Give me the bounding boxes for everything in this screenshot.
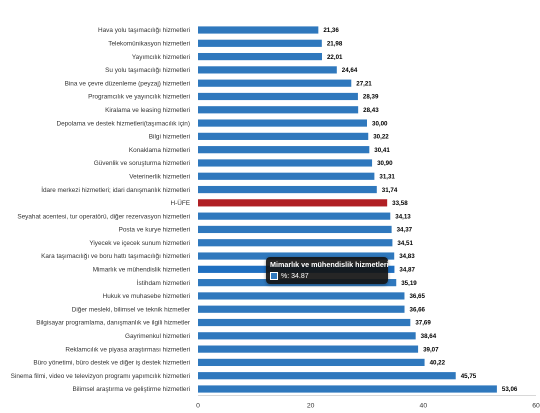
- data-label: 21,36: [323, 27, 339, 34]
- bar[interactable]: [198, 39, 322, 47]
- bar[interactable]: [198, 212, 391, 220]
- data-label: 36,66: [410, 306, 426, 313]
- category-label: Bilimsel araştırma ve geliştirme hizmetl…: [72, 386, 190, 393]
- data-label: 30,90: [377, 160, 393, 167]
- data-label: 45,75: [461, 373, 477, 380]
- bar[interactable]: [198, 92, 358, 101]
- data-label: 38,64: [421, 333, 437, 340]
- data-label: 33,58: [392, 200, 408, 207]
- category-label: Kiralama ve leasing hizmetleri: [105, 107, 190, 114]
- data-label: 35,19: [401, 280, 417, 287]
- bar[interactable]: [198, 79, 352, 87]
- data-label: 28,43: [363, 107, 379, 114]
- bar[interactable]: [198, 345, 419, 353]
- value-labels: 21,36 21,98 22,01 24,64 27,21 28,39 28,43 30,00…: [323, 27, 518, 393]
- tooltip-title: Mimarlık ve mühendislik hizmetleri: [270, 260, 389, 269]
- x-tick-label: 0: [196, 403, 200, 410]
- data-label: 39,07: [423, 346, 439, 353]
- data-label: 31,31: [379, 173, 395, 180]
- bar[interactable]: [198, 185, 377, 194]
- data-label: 24,64: [342, 67, 358, 74]
- category-label: Kara taşımacılığı ve boru hattı taşımacı…: [41, 253, 190, 260]
- tooltip-row: %: 34.87: [270, 272, 309, 280]
- category-label: İstihdam hizmetleri: [137, 278, 190, 287]
- bar[interactable]: [198, 225, 392, 234]
- category-label: Hukuk ve muhasebe hizmetleri: [103, 293, 190, 300]
- data-label: 34,83: [399, 253, 415, 260]
- data-label: 22,01: [327, 54, 343, 61]
- bar[interactable]: [198, 239, 393, 247]
- category-label: Seyahat acentesi, tur operatörü, diğer r…: [17, 213, 190, 220]
- data-label: 34,51: [397, 240, 413, 247]
- category-label: Bina ve çevre düzenleme (peyzaj) hizmetl…: [65, 80, 190, 87]
- bar[interactable]: [198, 358, 425, 367]
- data-label: 40,22: [430, 360, 446, 367]
- tooltip-value: %: 34.87: [281, 272, 309, 280]
- data-label: 53,06: [502, 386, 518, 393]
- category-label: Konaklama hizmetleri: [129, 147, 190, 154]
- x-axis-ticks: 0 20 40 60: [196, 403, 540, 410]
- x-tick-label: 20: [307, 403, 315, 410]
- category-label: Yiyecek ve içecek sunum hizmetleri: [89, 240, 190, 247]
- bar[interactable]: [198, 106, 359, 114]
- data-label: 37,69: [415, 320, 431, 327]
- bar[interactable]: [198, 132, 369, 140]
- bar[interactable]: [198, 146, 370, 154]
- category-label: Güvenlik ve soruşturma hizmetleri: [94, 160, 190, 167]
- bar[interactable]: [198, 172, 375, 180]
- bar[interactable]: [198, 305, 405, 313]
- bar[interactable]: [198, 385, 497, 393]
- data-label: 27,21: [356, 80, 372, 87]
- category-labels: Hava yolu taşımacılığı hizmetleri Telekom…: [11, 27, 191, 393]
- category-label: Gayrimenkul hizmetleri: [125, 333, 190, 340]
- bar[interactable]: [198, 159, 373, 167]
- bar[interactable]: [198, 332, 416, 340]
- data-label: 34,87: [399, 267, 415, 274]
- category-label: Sinema filmi, video ve televizyon progra…: [11, 373, 190, 380]
- data-label: 34,37: [397, 227, 413, 234]
- bar[interactable]: [198, 52, 322, 61]
- category-label: Programcılık ve yayıncılık hizmetleri: [88, 94, 190, 101]
- category-label: Reklamcılık ve piyasa araştırması hizmet…: [65, 346, 190, 353]
- bars-group: [198, 26, 497, 393]
- tooltip-swatch: [270, 272, 278, 280]
- category-label: Depolama ve destek hizmetleri(taşımacılı…: [56, 120, 190, 127]
- bar[interactable]: [198, 66, 337, 74]
- data-label: 30,22: [373, 134, 389, 141]
- data-label: 28,39: [363, 94, 379, 101]
- data-label: 31,74: [382, 187, 398, 194]
- category-label: Mimarlık ve mühendislik hizmetleri: [93, 267, 190, 274]
- category-label: İdare merkezi hizmetleri; idari danışman…: [41, 185, 190, 194]
- bar[interactable]: [198, 26, 319, 34]
- data-label: 30,41: [374, 147, 390, 154]
- category-label: Hava yolu taşımacılığı hizmetleri: [98, 27, 190, 34]
- data-label: 36,65: [409, 293, 425, 300]
- data-label: 30,00: [372, 120, 388, 127]
- category-label: Büro yönetimi, büro destek ve diğer iş d…: [33, 360, 190, 367]
- bar[interactable]: [198, 252, 395, 260]
- category-label: Diğer mesleki, bilimsel ve teknik hizmet…: [72, 306, 191, 313]
- bar[interactable]: [198, 318, 411, 327]
- bar[interactable]: [198, 119, 367, 127]
- bar[interactable]: [198, 199, 388, 207]
- bar[interactable]: [198, 372, 456, 380]
- data-label: 21,98: [327, 41, 343, 48]
- category-label: Veterinerlik hizmetleri: [129, 173, 190, 180]
- tooltip: Mimarlık ve mühendislik hizmetleri %: 34…: [266, 257, 389, 284]
- bar[interactable]: [198, 292, 405, 300]
- x-tick-label: 40: [420, 403, 428, 410]
- category-label: Bilgi hizmetleri: [149, 134, 190, 141]
- category-label: Bilgisayar programlama, danışmanlık ve i…: [36, 320, 191, 327]
- data-label: 34,13: [395, 213, 411, 220]
- category-label: Telekomünikasyon hizmetleri: [108, 41, 190, 48]
- category-label: H-ÜFE: [170, 199, 190, 207]
- category-label: Posta ve kurye hizmetleri: [119, 227, 190, 234]
- category-label: Su yolu taşımacılığı hizmetleri: [105, 67, 190, 74]
- x-tick-label: 60: [532, 403, 540, 410]
- category-label: Yayımcılık hizmetleri: [132, 54, 190, 61]
